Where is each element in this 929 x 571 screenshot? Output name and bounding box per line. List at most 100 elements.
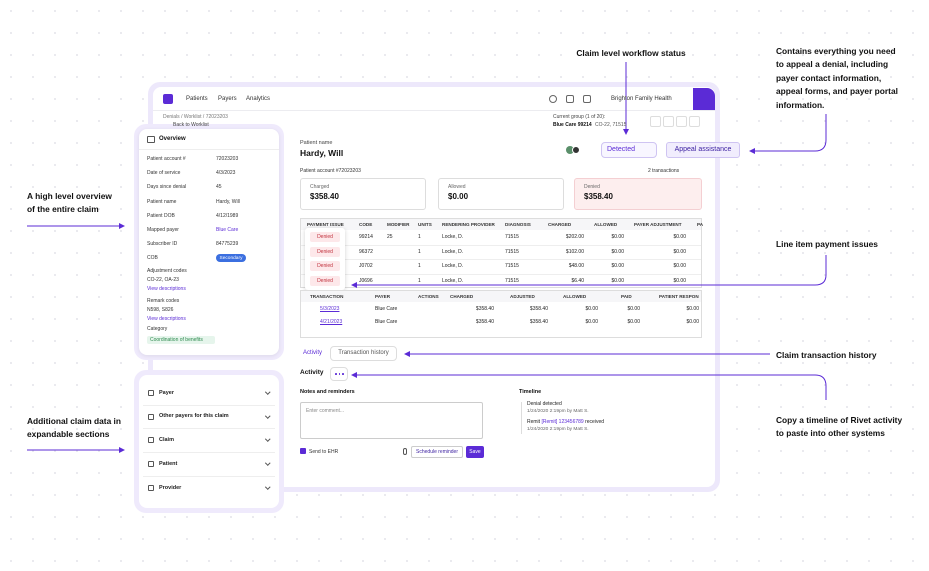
section-divider [143,428,275,430]
cell: $0.00 [627,306,640,312]
section-title[interactable]: Patient [159,460,178,467]
nav-link[interactable]: Patients [186,95,208,102]
section-title[interactable]: Provider [159,484,182,491]
tab[interactable]: Activity [303,350,323,357]
section-icon [148,390,154,396]
nav-icon [583,95,591,103]
schedule-button [411,446,463,458]
section-icon [148,437,154,444]
cell: $102.00 [565,248,584,255]
denied-badge [310,275,340,286]
cell: $0.00 [686,306,699,312]
field-label: Patient account # [147,156,186,162]
amount-card [300,178,426,210]
field-value: Blue Care [216,227,239,233]
section-title[interactable]: Claim [159,437,174,444]
button-text[interactable]: Schedule reminder [416,449,458,455]
column-header: ALLOWED [563,293,587,299]
logo [163,94,173,104]
view-link[interactable]: View descriptions [147,316,186,322]
status-dropdown [601,142,657,158]
cell: 1 [418,277,421,284]
denied-text: Denied [317,234,333,240]
dot [342,373,344,375]
nav-link[interactable]: Analytics [246,95,271,102]
column-header: ALLOWED [594,221,618,227]
section-icon [148,413,154,420]
cell: $358.40 [529,306,548,312]
column-header: DIAGNOSIS [505,221,531,227]
cob-badge [216,254,246,263]
label: Patient name [300,139,333,146]
cell: 1 [418,248,421,255]
group-codes: CO-22, 71515 [595,121,627,128]
section-title[interactable]: Other payers for this claim [159,413,229,420]
column-header: PAYMENT ISSUE [307,221,344,227]
amount-card [574,178,702,210]
view-link[interactable]: View descriptions [147,286,186,292]
transaction-link[interactable]: 5/3/2023 [320,306,340,312]
back-link[interactable]: Back to Worklist [173,122,209,128]
column-header: PAYER [375,293,391,299]
table-header [301,219,701,230]
field-value: CO-22, OA-23 [147,277,179,283]
pager-button [663,116,674,127]
card-value: $0.00 [448,192,469,202]
cell: $0.00 [585,306,598,312]
field-label: Patient DOB [147,212,175,219]
cell: Blue Care [375,318,398,325]
field-value: N598, S826 [147,307,174,313]
cell: $6.40 [571,277,584,284]
group-value: Blue Care 99214 [553,121,592,128]
field-label: Days since denial [147,184,187,191]
row-divider [301,244,701,246]
status[interactable]: Detected [607,145,636,153]
column-header: ADJUSTED [510,293,535,299]
event-meta: 1/24/2020 2:19pm by Matt S. [527,409,589,415]
cell: $48.00 [568,263,584,269]
denied-text: Denied [317,248,333,255]
transaction-link[interactable]: 4/21/2023 [320,318,343,325]
label[interactable]: Send to EHR [309,448,339,455]
dot [338,373,341,375]
card-label: Denied [584,184,600,190]
field-value: 84775239 [216,241,239,248]
cell: Locke, D. [442,277,464,284]
annotation: Claim level workflow status [576,47,686,58]
appeal-button [666,142,740,158]
field-label: COB [147,255,158,262]
org-name[interactable]: Brighton Family Health [611,95,672,102]
cell: 71515 [505,234,519,240]
save-button [466,446,484,458]
button-text[interactable]: Save [469,449,481,455]
row-divider [301,273,701,275]
section-title[interactable]: Payer [159,389,174,396]
row-divider [301,259,701,260]
field-label: Adjustment codes [147,268,187,274]
dot [335,373,337,375]
section-icon [148,484,154,491]
cell: J0702 [359,263,373,269]
section-divider [143,404,275,406]
tab[interactable]: Transaction history [338,350,389,357]
column-header: PAID [621,293,632,299]
nav-link[interactable]: Payers [218,95,237,102]
cell: 96372 [359,248,373,255]
section-divider [143,475,275,477]
section-title: Activity [300,369,324,377]
cell: Locke, D. [442,234,464,240]
field-label: Mapped payer [147,227,179,233]
avatar [566,146,574,154]
cell: $0.00 [611,248,624,255]
field-label: Date of service [147,170,181,177]
remit-link[interactable]: [Remit] 123456789 [541,418,584,425]
column-header: RENDERING PROVIDER [442,221,495,227]
section-divider [143,452,275,454]
table-header [301,291,701,302]
event-text: Denial detected [527,400,562,407]
panel-divider [139,149,279,150]
timeline-event: Denial detected [527,401,562,408]
field-value: 72023203 [216,156,239,162]
appeal-button-text[interactable]: Appeal assistance [674,145,732,153]
annotation: Line item payment issues [776,238,878,249]
